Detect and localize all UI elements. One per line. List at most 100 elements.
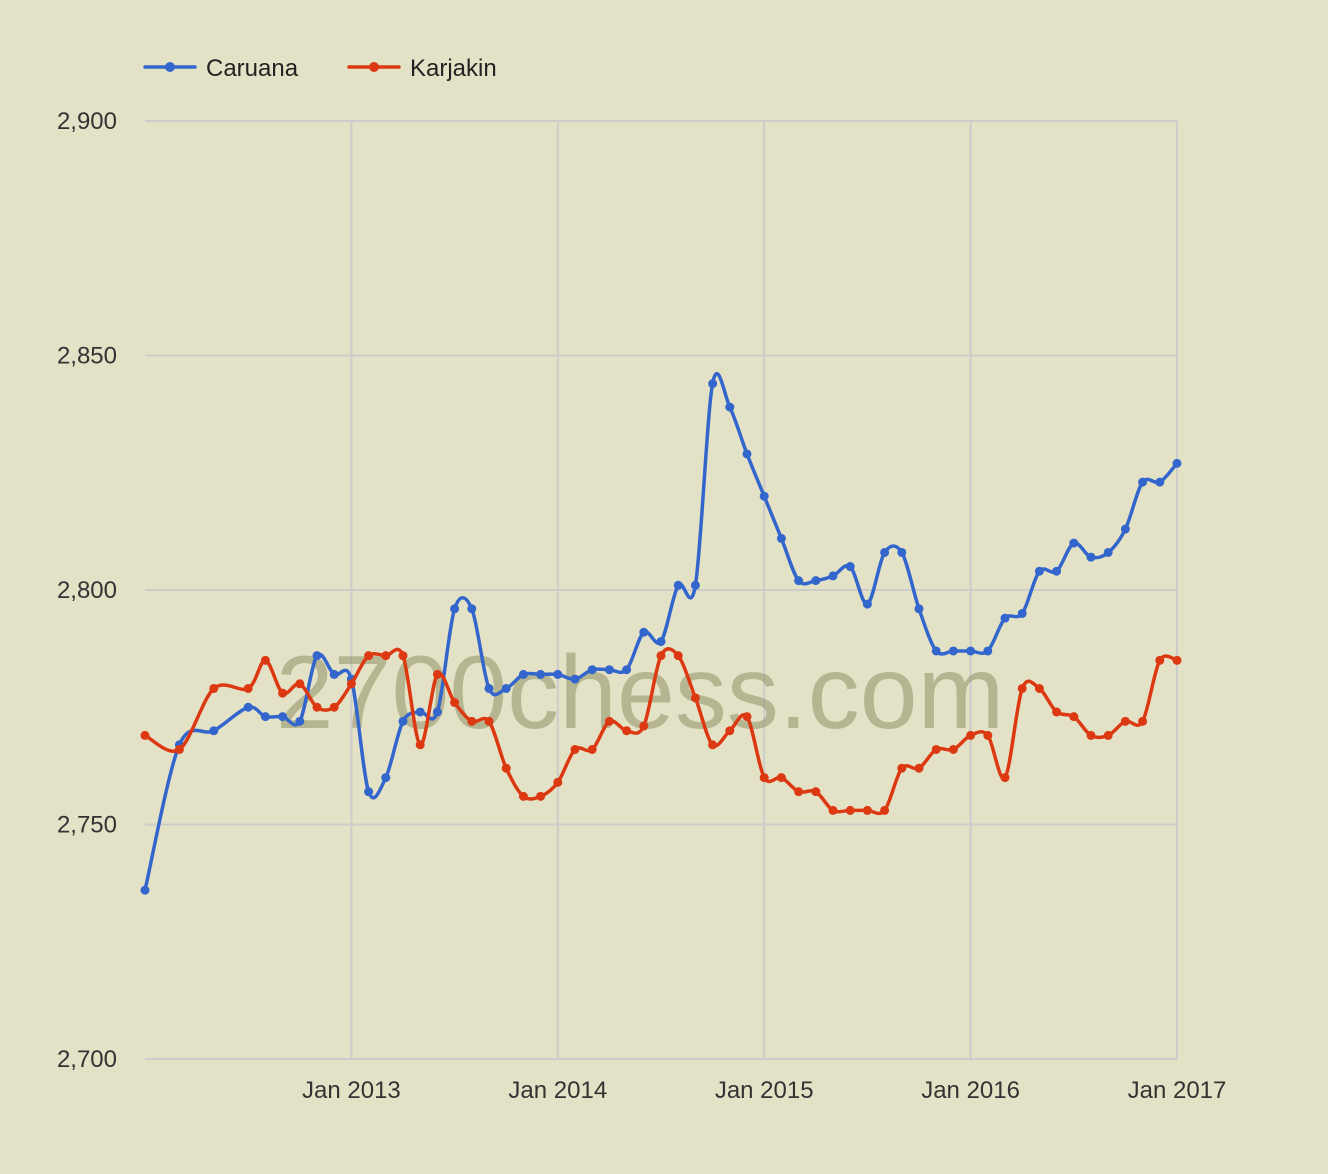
legend: Caruana Karjakin xyxy=(143,55,497,82)
y-tick-label: 2,900 xyxy=(57,108,117,135)
karjakin-point xyxy=(1155,655,1165,665)
caruana-point xyxy=(673,580,683,590)
caruana-point xyxy=(450,604,460,614)
caruana-point xyxy=(381,773,391,783)
karjakin-point xyxy=(948,744,958,754)
karjakin-point xyxy=(587,744,597,754)
caruana-point xyxy=(140,885,150,895)
karjakin-series xyxy=(140,647,1182,816)
caruana-point xyxy=(759,491,769,501)
caruana-point xyxy=(897,547,907,557)
karjakin-point xyxy=(880,805,890,815)
karjakin-point xyxy=(329,702,339,712)
karjakin-point xyxy=(209,683,219,693)
legend-swatch-marker xyxy=(369,62,379,72)
series-lines xyxy=(140,372,1182,895)
y-tick-label: 2,800 xyxy=(57,577,117,604)
caruana-point xyxy=(931,646,941,656)
grid-lines xyxy=(145,120,1178,1060)
karjakin-point xyxy=(278,688,288,698)
x-tick-label: Jan 2016 xyxy=(921,1077,1020,1104)
karjakin-point xyxy=(140,730,150,740)
caruana-point xyxy=(604,665,614,675)
karjakin-point xyxy=(1086,730,1096,740)
karjakin-point xyxy=(518,791,528,801)
caruana-point xyxy=(725,402,735,412)
karjakin-point xyxy=(467,716,477,726)
karjakin-point xyxy=(381,651,391,661)
caruana-point xyxy=(1172,458,1182,468)
caruana-point xyxy=(1052,566,1062,576)
karjakin-point xyxy=(1000,773,1010,783)
caruana-point xyxy=(1086,552,1096,562)
karjakin-point xyxy=(536,791,546,801)
karjakin-point xyxy=(604,716,614,726)
x-tick-label: Jan 2017 xyxy=(1128,1077,1227,1104)
caruana-point xyxy=(1069,538,1079,548)
karjakin-point xyxy=(1017,683,1027,693)
caruana-point xyxy=(1155,477,1165,487)
caruana-point xyxy=(536,669,546,679)
caruana-point xyxy=(845,562,855,572)
karjakin-point xyxy=(398,651,408,661)
karjakin-point xyxy=(1120,716,1130,726)
caruana-point xyxy=(794,576,804,586)
caruana-point xyxy=(811,576,821,586)
karjakin-point xyxy=(742,712,752,722)
legend-label: Caruana xyxy=(206,55,299,82)
karjakin-point xyxy=(1172,655,1182,665)
caruana-point xyxy=(209,726,219,736)
caruana-point xyxy=(415,707,425,717)
caruana-point xyxy=(1120,524,1130,534)
caruana-point xyxy=(295,716,305,726)
karjakin-point xyxy=(553,777,563,787)
caruana-point xyxy=(467,604,477,614)
karjakin-point xyxy=(1069,712,1079,722)
karjakin-point xyxy=(1034,683,1044,693)
legend-item-karjakin: Karjakin xyxy=(347,55,497,82)
caruana-point xyxy=(656,637,666,647)
karjakin-point xyxy=(828,805,838,815)
caruana-point xyxy=(484,683,494,693)
karjakin-line xyxy=(143,647,1179,816)
karjakin-point xyxy=(432,669,442,679)
axis-labels: 2,700 2,750 2,800 2,850 2,900 Jan 2013 Jan 201… xyxy=(57,108,1226,1104)
caruana-point xyxy=(1103,547,1113,557)
karjakin-point xyxy=(983,730,993,740)
karjakin-point xyxy=(862,805,872,815)
karjakin-point xyxy=(639,721,649,731)
karjakin-point xyxy=(845,805,855,815)
karjakin-point xyxy=(346,679,356,689)
karjakin-point xyxy=(759,773,769,783)
karjakin-point xyxy=(1103,730,1113,740)
karjakin-point xyxy=(484,716,494,726)
karjakin-point xyxy=(260,655,270,665)
caruana-point xyxy=(639,627,649,637)
karjakin-point xyxy=(811,787,821,797)
karjakin-point xyxy=(622,726,632,736)
karjakin-point xyxy=(656,651,666,661)
x-tick-label: Jan 2013 xyxy=(302,1077,401,1104)
caruana-point xyxy=(553,669,563,679)
karjakin-point xyxy=(690,693,700,703)
caruana-point xyxy=(278,712,288,722)
caruana-point xyxy=(983,646,993,656)
caruana-point xyxy=(1017,608,1027,618)
caruana-point xyxy=(708,379,718,389)
karjakin-point xyxy=(966,730,976,740)
karjakin-point xyxy=(1052,707,1062,717)
caruana-point xyxy=(587,665,597,675)
caruana-point xyxy=(828,571,838,581)
karjakin-point xyxy=(914,763,924,773)
caruana-point xyxy=(776,533,786,543)
karjakin-point xyxy=(450,698,460,708)
caruana-point xyxy=(432,707,442,717)
karjakin-point xyxy=(708,740,718,750)
caruana-point xyxy=(1138,477,1148,487)
karjakin-point xyxy=(570,744,580,754)
x-tick-label: Jan 2014 xyxy=(508,1077,607,1104)
karjakin-point xyxy=(725,726,735,736)
caruana-point xyxy=(329,669,339,679)
karjakin-point xyxy=(776,773,786,783)
caruana-point xyxy=(518,669,528,679)
